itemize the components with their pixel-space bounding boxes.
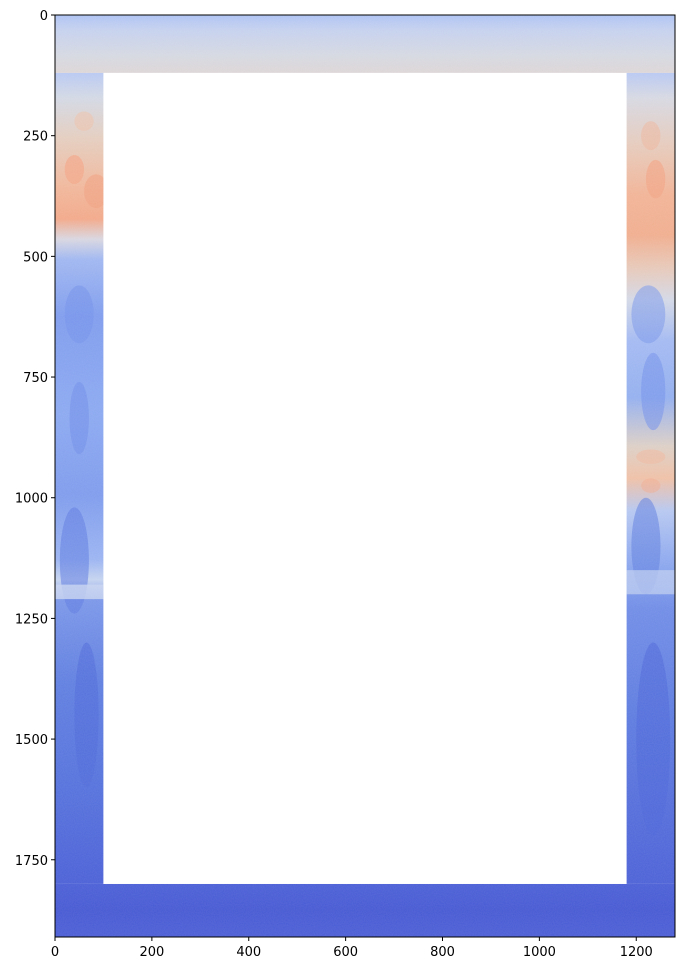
y-tick-label: 750 (23, 371, 48, 386)
y-tick-label: 1000 (15, 492, 48, 507)
x-tick-label: 0 (51, 945, 59, 960)
y-tick-label: 1250 (15, 612, 48, 627)
axes: 0 200 400 600 800 1000 1200 0 250 500 750 1000 1250 1… (15, 9, 676, 960)
axes-frame (54, 14, 676, 938)
x-tick-label: 1200 (620, 945, 653, 960)
y-tick-label: 1750 (15, 854, 48, 869)
x-tick-label: 400 (236, 945, 261, 960)
y-tick-label: 500 (23, 250, 48, 265)
x-tick-label: 1000 (523, 945, 556, 960)
x-tick-label: 200 (139, 945, 164, 960)
x-tick-label: 600 (333, 945, 358, 960)
x-tick-label: 800 (430, 945, 455, 960)
y-tick-label: 250 (23, 130, 48, 145)
y-tick-label: 0 (40, 9, 48, 24)
masked-region (103, 72, 627, 884)
y-tick-label: 1500 (15, 733, 48, 748)
masked-interior (103, 72, 627, 884)
